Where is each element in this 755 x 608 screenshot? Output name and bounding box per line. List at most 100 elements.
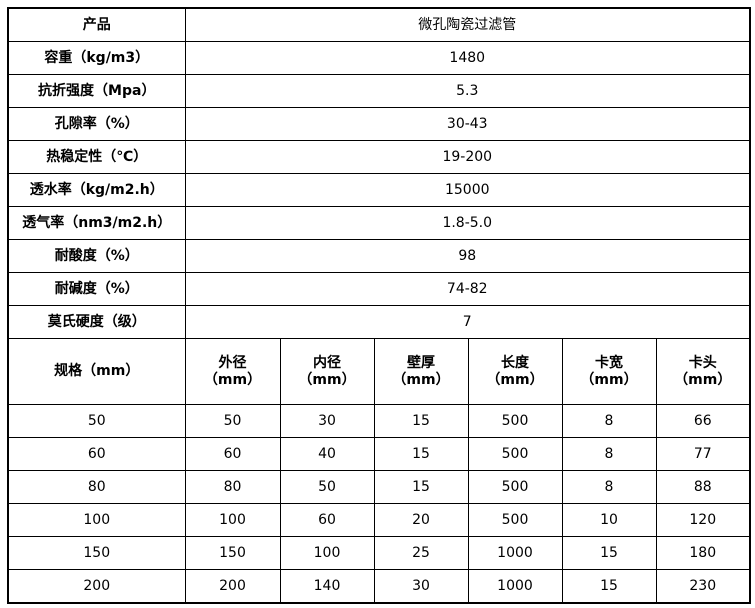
spec-cell: 500	[467, 437, 563, 471]
spec-cell: 8	[561, 404, 657, 438]
spec-cell: 15	[561, 536, 657, 570]
spec-column-header: 壁厚 （mm）	[373, 338, 469, 405]
spec-cell: 180	[655, 536, 751, 570]
spec-cell: 60	[184, 437, 281, 471]
spec-cell: 40	[279, 437, 375, 471]
property-value: 30-43	[184, 107, 751, 141]
spec-cell: 50	[7, 404, 186, 438]
spec-column-header: 内径 （mm）	[279, 338, 375, 405]
spec-cell: 80	[7, 470, 186, 504]
header-line1: 卡宽	[595, 354, 623, 371]
spec-cell: 1000	[467, 569, 563, 604]
product-value: 微孔陶瓷过滤管	[184, 7, 751, 42]
property-value: 19-200	[184, 140, 751, 174]
spec-cell: 120	[655, 503, 751, 537]
header-line2: （mm）	[580, 371, 638, 388]
spec-cell: 50	[184, 404, 281, 438]
spec-cell: 1000	[467, 536, 563, 570]
property-row: 耐酸度（%） 98	[7, 239, 751, 273]
property-value: 15000	[184, 173, 751, 207]
spec-cell: 30	[279, 404, 375, 438]
spec-row: 80 80 50 15 500 8 88	[7, 470, 751, 504]
property-row: 孔隙率（%） 30-43	[7, 107, 751, 141]
spec-cell: 77	[655, 437, 751, 471]
product-spec-table: 产品 微孔陶瓷过滤管 容重（kg/m3） 1480 抗折强度（Mpa） 5.3 孔隙率（…	[7, 7, 751, 604]
property-label: 耐酸度（%）	[7, 239, 186, 273]
spec-cell: 100	[7, 503, 186, 537]
property-row: 热稳定性（℃） 19-200	[7, 140, 751, 174]
spec-cell: 8	[561, 437, 657, 471]
spec-cell: 20	[373, 503, 469, 537]
header-line1: 规格（mm）	[54, 363, 140, 379]
spec-row: 60 60 40 15 500 8 77	[7, 437, 751, 471]
spec-cell: 230	[655, 569, 751, 604]
property-label: 孔隙率（%）	[7, 107, 186, 141]
spec-cell: 60	[7, 437, 186, 471]
header-line1: 长度	[501, 354, 529, 371]
property-label: 抗折强度（Mpa）	[7, 74, 186, 108]
header-line1: 内径	[313, 354, 341, 371]
property-label: 透水率（kg/m2.h）	[7, 173, 186, 207]
spec-cell: 8	[561, 470, 657, 504]
property-row: 耐碱度（%） 74-82	[7, 272, 751, 306]
spec-row: 200 200 140 30 1000 15 230	[7, 569, 751, 604]
header-line2: （mm）	[486, 371, 544, 388]
product-label: 产品	[7, 7, 186, 42]
spec-row: 100 100 60 20 500 10 120	[7, 503, 751, 537]
property-value: 7	[184, 305, 751, 339]
header-line1: 壁厚	[407, 354, 435, 371]
spec-cell: 50	[279, 470, 375, 504]
header-line1: 卡头	[688, 354, 717, 371]
header-line2: （mm）	[203, 371, 262, 388]
spec-cell: 15	[373, 470, 469, 504]
spec-cell: 100	[279, 536, 375, 570]
spec-header-row: 规格（mm） 外径 （mm） 内径 （mm） 壁厚 （mm） 长度 （mm） 卡宽 （mm） 卡头 （m…	[7, 338, 751, 405]
property-label: 透气率（nm3/m2.h）	[7, 206, 186, 240]
product-row: 产品 微孔陶瓷过滤管	[7, 7, 751, 42]
spec-column-header: 卡头 （mm）	[655, 338, 751, 405]
property-label: 莫氏硬度（级）	[7, 305, 186, 339]
spec-row: 150 150 100 25 1000 15 180	[7, 536, 751, 570]
property-value: 74-82	[184, 272, 751, 306]
spec-cell: 88	[655, 470, 751, 504]
spec-cell: 200	[7, 569, 186, 604]
spec-cell: 30	[373, 569, 469, 604]
property-value: 5.3	[184, 74, 751, 108]
spec-cell: 140	[279, 569, 375, 604]
spec-cell: 200	[184, 569, 281, 604]
spec-cell: 15	[561, 569, 657, 604]
spec-cell: 500	[467, 404, 563, 438]
property-row: 莫氏硬度（级） 7	[7, 305, 751, 339]
spec-cell: 80	[184, 470, 281, 504]
spec-cell: 150	[184, 536, 281, 570]
property-row: 透气率（nm3/m2.h） 1.8-5.0	[7, 206, 751, 240]
spec-column-header: 外径 （mm）	[184, 338, 281, 405]
spec-cell: 500	[467, 470, 563, 504]
property-label: 耐碱度（%）	[7, 272, 186, 306]
spec-column-header: 长度 （mm）	[467, 338, 563, 405]
spec-cell: 10	[561, 503, 657, 537]
spec-cell: 15	[373, 404, 469, 438]
spec-cell: 150	[7, 536, 186, 570]
header-line2: （mm）	[674, 371, 732, 388]
property-row: 透水率（kg/m2.h） 15000	[7, 173, 751, 207]
spec-cell: 60	[279, 503, 375, 537]
property-row: 抗折强度（Mpa） 5.3	[7, 74, 751, 108]
header-line1: 外径	[218, 354, 247, 371]
property-value: 98	[184, 239, 751, 273]
property-value: 1.8-5.0	[184, 206, 751, 240]
spec-column-header: 卡宽 （mm）	[561, 338, 657, 405]
spec-cell: 15	[373, 437, 469, 471]
header-line2: （mm）	[298, 371, 356, 388]
header-line2: （mm）	[392, 371, 450, 388]
spec-cell: 100	[184, 503, 281, 537]
property-row: 容重（kg/m3） 1480	[7, 41, 751, 75]
spec-cell: 25	[373, 536, 469, 570]
property-label: 容重（kg/m3）	[7, 41, 186, 75]
spec-row: 50 50 30 15 500 8 66	[7, 404, 751, 438]
spec-column-header: 规格（mm）	[7, 338, 186, 405]
spec-cell: 500	[467, 503, 563, 537]
spec-cell: 66	[655, 404, 751, 438]
property-label: 热稳定性（℃）	[7, 140, 186, 174]
property-value: 1480	[184, 41, 751, 75]
